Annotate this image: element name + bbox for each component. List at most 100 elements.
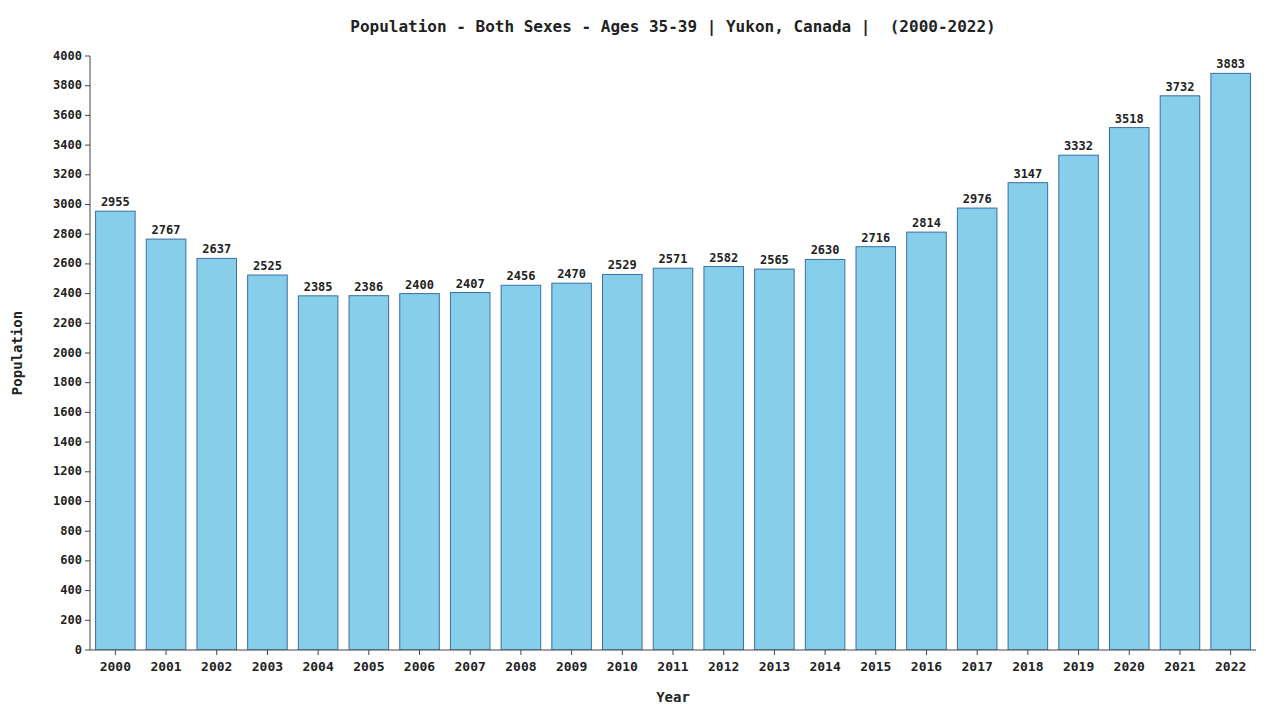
data-label: 2955	[101, 195, 130, 209]
y-tick-label: 1400	[53, 435, 82, 449]
chart-title: Population - Both Sexes - Ages 35-39 | Y…	[350, 17, 995, 37]
x-tick	[216, 650, 217, 655]
x-tick-label: 2013	[759, 659, 790, 674]
y-tick	[85, 174, 90, 175]
y-tick-label: 600	[60, 553, 82, 567]
bar	[96, 211, 136, 650]
bar	[653, 268, 693, 650]
bar	[146, 239, 186, 650]
x-tick	[1078, 650, 1079, 655]
x-tick	[318, 650, 319, 655]
y-tick	[85, 412, 90, 413]
data-label: 3883	[1216, 57, 1245, 71]
y-tick-label: 2800	[53, 227, 82, 241]
y-tick-label: 400	[60, 583, 82, 597]
y-tick-label: 2200	[53, 316, 82, 330]
y-tick-label: 3600	[53, 108, 82, 122]
x-tick	[977, 650, 978, 655]
y-tick-label: 1800	[53, 375, 82, 389]
y-tick	[85, 85, 90, 86]
data-label: 2571	[659, 252, 688, 266]
chart-container: 2955276726372525238523862400240724562470…	[0, 0, 1280, 720]
x-tick	[1179, 650, 1180, 655]
bar	[400, 294, 440, 650]
y-tick-label: 1600	[53, 405, 82, 419]
x-tick	[470, 650, 471, 655]
data-label: 2565	[760, 253, 789, 267]
y-tick-label: 2000	[53, 346, 82, 360]
y-tick	[85, 204, 90, 205]
bar	[603, 274, 643, 650]
y-tick	[85, 560, 90, 561]
x-tick	[926, 650, 927, 655]
chart-svg: 2955276726372525238523862400240724562470…	[0, 0, 1280, 720]
x-tick-label: 2001	[150, 659, 181, 674]
x-tick-label: 2000	[100, 659, 131, 674]
bar	[755, 269, 795, 650]
x-tick	[1129, 650, 1130, 655]
data-label: 2630	[811, 243, 840, 257]
y-tick	[85, 115, 90, 116]
x-tick	[825, 650, 826, 655]
y-tick	[85, 501, 90, 502]
y-tick-label: 200	[60, 613, 82, 627]
x-tick	[1027, 650, 1028, 655]
x-tick	[723, 650, 724, 655]
data-label: 2407	[456, 277, 485, 291]
data-label: 2529	[608, 258, 637, 272]
x-axis-label: Year	[656, 689, 690, 705]
y-tick	[85, 145, 90, 146]
bar	[1109, 128, 1149, 650]
x-tick-label: 2015	[860, 659, 891, 674]
x-tick	[267, 650, 268, 655]
x-tick	[115, 650, 116, 655]
bar	[1160, 96, 1200, 650]
x-tick-label: 2004	[302, 659, 333, 674]
bar	[1008, 183, 1048, 650]
data-label: 3518	[1115, 112, 1144, 126]
data-label: 2814	[912, 216, 941, 230]
data-label: 2470	[557, 267, 586, 281]
x-tick-label: 2002	[201, 659, 232, 674]
x-tick-label: 2006	[404, 659, 435, 674]
y-tick-label: 3400	[53, 138, 82, 152]
x-tick	[774, 650, 775, 655]
x-tick	[520, 650, 521, 655]
x-tick-label: 2020	[1114, 659, 1145, 674]
bar	[704, 267, 744, 650]
y-tick	[85, 293, 90, 294]
x-tick-label: 2007	[455, 659, 486, 674]
data-label: 2456	[506, 269, 535, 283]
x-tick-label: 2012	[708, 659, 739, 674]
data-label: 2525	[253, 259, 282, 273]
y-tick	[85, 382, 90, 383]
data-label: 2767	[152, 223, 181, 237]
y-tick-label: 2400	[53, 286, 82, 300]
x-tick	[673, 650, 674, 655]
y-tick	[85, 471, 90, 472]
x-tick	[622, 650, 623, 655]
bar	[298, 296, 338, 650]
y-tick	[85, 234, 90, 235]
y-tick	[85, 620, 90, 621]
y-tick-label: 2600	[53, 256, 82, 270]
data-label: 2386	[354, 280, 383, 294]
data-label: 2400	[405, 278, 434, 292]
y-axis-label: Population	[9, 311, 25, 395]
y-tick-label: 3000	[53, 197, 82, 211]
x-tick-label: 2014	[809, 659, 840, 674]
x-tick-label: 2016	[911, 659, 942, 674]
bar	[907, 232, 947, 650]
data-label: 3332	[1064, 139, 1093, 153]
x-tick-label: 2003	[252, 659, 283, 674]
bar	[450, 293, 490, 650]
y-tick	[85, 590, 90, 591]
data-label: 2582	[709, 251, 738, 265]
y-tick-label: 1200	[53, 464, 82, 478]
x-tick	[368, 650, 369, 655]
y-tick	[85, 353, 90, 354]
bars	[96, 73, 1251, 650]
y-tick-label: 1000	[53, 494, 82, 508]
y-tick	[85, 650, 90, 651]
data-label: 3147	[1013, 167, 1042, 181]
